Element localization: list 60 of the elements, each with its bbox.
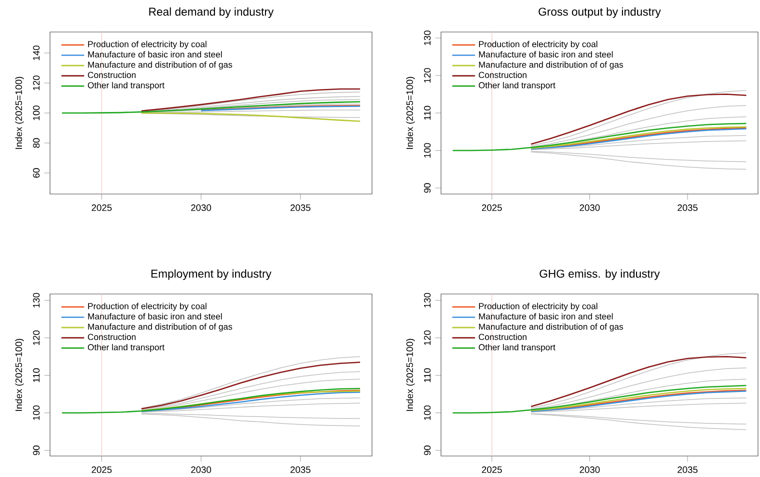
legend-label: Other land transport (88, 344, 164, 352)
legend-label: Manufacture of basic iron and steel (88, 51, 222, 58)
x-tick-label: 2035 (290, 204, 310, 211)
y-tick-label: 120 (424, 330, 431, 345)
legend-label: Manufacture and distribution of of gas (479, 61, 624, 70)
x-tick-label: 2025 (482, 204, 502, 211)
x-tick-label: 2035 (290, 466, 310, 473)
chart-title: Gross output by industry (538, 7, 661, 18)
y-tick-label: 120 (33, 330, 40, 345)
x-tick-label: 2025 (482, 466, 502, 473)
legend-label: Construction (478, 72, 526, 78)
legend-label: Production of electricity by coal (479, 302, 598, 311)
x-tick-label: 2035 (678, 204, 698, 211)
legend-label: Production of electricity by coal (88, 302, 206, 311)
y-tick-label: 90 (424, 183, 431, 193)
y-tick-label: 120 (424, 68, 431, 83)
y-tick-label: 110 (424, 368, 431, 382)
legend-label: Manufacture of basic iron and steel (479, 313, 613, 320)
y-tick-label: 100 (33, 106, 40, 120)
x-tick-label: 2030 (191, 466, 212, 473)
y-tick-label: 80 (33, 138, 40, 148)
legend-label: Production of electricity by coal (88, 40, 206, 49)
y-axis-title: Index (2025=100) (15, 338, 24, 411)
legend-label: Production of electricity by coal (479, 40, 598, 49)
legend-label: Other land transport (478, 344, 556, 352)
x-tick-label: 2025 (92, 466, 112, 473)
y-tick-label: 100 (424, 143, 431, 158)
chart-title: GHG emiss. by industry (540, 269, 660, 280)
legend-label: Other land transport (478, 82, 556, 90)
legend-label: Manufacture and distribution of of gas (88, 61, 232, 70)
y-tick-label: 100 (424, 405, 431, 420)
x-tick-label: 2035 (678, 466, 698, 473)
legend-label: Manufacture of basic iron and steel (88, 313, 222, 320)
y-tick-label: 130 (424, 30, 431, 46)
x-tick-label: 2030 (580, 466, 600, 473)
y-tick-label: 90 (424, 446, 431, 456)
legend-label: Construction (88, 72, 136, 78)
y-tick-label: 110 (424, 106, 431, 120)
y-tick-label: 120 (33, 76, 40, 90)
legend-label: Manufacture and distribution of of gas (479, 323, 624, 332)
legend-label: Manufacture and distribution of of gas (88, 323, 232, 332)
y-tick-label: 60 (33, 168, 40, 178)
chart-title: Employment by industry (151, 269, 272, 280)
y-tick-label: 140 (33, 46, 40, 60)
y-axis-title: Index (2025=100) (15, 76, 24, 149)
legend-label: Construction (478, 334, 526, 340)
y-tick-label: 110 (33, 368, 40, 382)
x-tick-label: 2030 (191, 204, 212, 211)
y-axis-title: Index (2025=100) (406, 76, 415, 149)
x-tick-label: 2025 (92, 204, 112, 211)
legend-label: Other land transport (88, 82, 164, 90)
y-tick-label: 130 (424, 292, 431, 308)
chart-title: Real demand by industry (149, 7, 274, 18)
y-axis-title: Index (2025=100) (406, 338, 415, 411)
y-tick-label: 90 (33, 446, 40, 456)
legend-label: Manufacture of basic iron and steel (479, 51, 613, 58)
y-tick-label: 100 (33, 405, 40, 420)
legend-label: Construction (88, 334, 136, 340)
y-tick-label: 130 (33, 292, 40, 308)
x-tick-label: 2030 (580, 204, 600, 211)
